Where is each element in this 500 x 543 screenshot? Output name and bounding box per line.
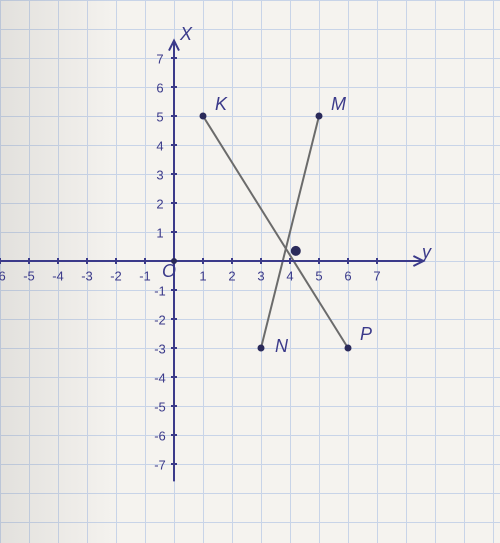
- htick-label-5: 5: [315, 268, 322, 283]
- htick-label--5: -5: [23, 268, 35, 283]
- point-P: [345, 345, 352, 352]
- htick-label--6: -6: [0, 268, 6, 283]
- origin-label: O: [162, 261, 176, 281]
- htick-label-1: 1: [199, 268, 206, 283]
- vtick-label--4: -4: [154, 370, 166, 385]
- vtick-label--2: -2: [154, 312, 166, 327]
- vtick-label-3: 3: [156, 167, 163, 182]
- vtick-label-1: 1: [156, 225, 163, 240]
- segment-K-P: [203, 116, 348, 348]
- vtick-label--7: -7: [154, 457, 166, 472]
- y-axis-label: y: [420, 242, 432, 262]
- htick-label-4: 4: [286, 268, 293, 283]
- vtick-label-7: 7: [156, 51, 163, 66]
- point-label-P: P: [360, 324, 372, 344]
- point-label-N: N: [275, 336, 289, 356]
- vtick-label--6: -6: [154, 428, 166, 443]
- origin-point: [171, 258, 177, 264]
- point-K: [200, 113, 207, 120]
- vtick-label--3: -3: [154, 341, 166, 356]
- intersection-point: [291, 246, 301, 256]
- point-label-M: M: [331, 94, 346, 114]
- point-N: [258, 345, 265, 352]
- vtick-label-4: 4: [156, 138, 163, 153]
- htick-label-6: 6: [344, 268, 351, 283]
- htick-label--3: -3: [81, 268, 93, 283]
- vtick-label--5: -5: [154, 399, 166, 414]
- vtick-label-5: 5: [156, 109, 163, 124]
- coordinate-chart: -7-6-5-4-3-2-11234567-7-6-5-4-3-2-112345…: [0, 0, 500, 543]
- vtick-label-2: 2: [156, 196, 163, 211]
- htick-label--2: -2: [110, 268, 122, 283]
- htick-label-7: 7: [373, 268, 380, 283]
- vtick-label-6: 6: [156, 80, 163, 95]
- point-label-K: K: [215, 94, 228, 114]
- htick-label-3: 3: [257, 268, 264, 283]
- x-axis-label: X: [179, 24, 193, 44]
- htick-label--4: -4: [52, 268, 64, 283]
- vtick-label--1: -1: [154, 283, 166, 298]
- point-M: [316, 113, 323, 120]
- htick-label--1: -1: [139, 268, 151, 283]
- htick-label-2: 2: [228, 268, 235, 283]
- segment-M-N: [261, 116, 319, 348]
